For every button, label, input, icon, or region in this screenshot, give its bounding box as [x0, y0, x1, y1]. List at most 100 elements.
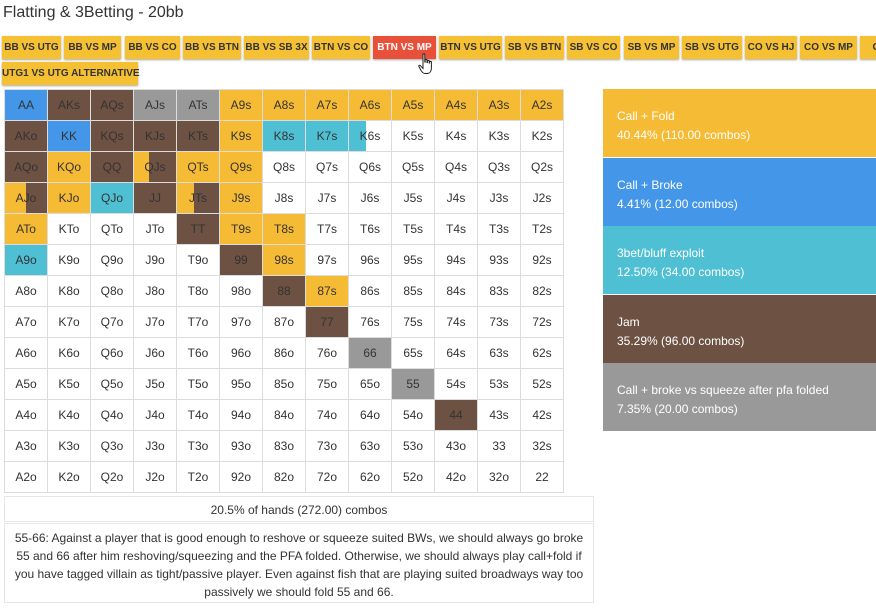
hand-cell-j9o[interactable]: J9o [133, 244, 177, 276]
hand-cell-j3o[interactable]: J3o [133, 430, 177, 462]
hand-cell-73s[interactable]: 73s [477, 306, 521, 338]
hand-cell-t9s[interactable]: T9s [219, 213, 263, 245]
hand-cell-52o[interactable]: 52o [391, 461, 435, 493]
hand-cell-aks[interactable]: AKs [47, 89, 91, 121]
hand-cell-t7s[interactable]: T7s [305, 213, 349, 245]
hand-cell-jts[interactable]: JTs [176, 182, 220, 214]
hand-cell-87o[interactable]: 87o [262, 306, 306, 338]
hand-cell-j5s[interactable]: J5s [391, 182, 435, 214]
hand-cell-62s[interactable]: 62s [520, 337, 564, 369]
hand-cell-j3s[interactable]: J3s [477, 182, 521, 214]
hand-cell-k7s[interactable]: K7s [305, 120, 349, 152]
hand-cell-a4o[interactable]: A4o [4, 399, 48, 431]
hand-cell-88[interactable]: 88 [262, 275, 306, 307]
hand-cell-qts[interactable]: QTs [176, 151, 220, 183]
tab-btn-vs-mp[interactable]: BTN VS MP [373, 36, 436, 59]
hand-cell-ako[interactable]: AKo [4, 120, 48, 152]
hand-cell-84o[interactable]: 84o [262, 399, 306, 431]
hand-cell-54s[interactable]: 54s [434, 368, 478, 400]
hand-cell-t6o[interactable]: T6o [176, 337, 220, 369]
hand-cell-92o[interactable]: 92o [219, 461, 263, 493]
hand-cell-j6o[interactable]: J6o [133, 337, 177, 369]
hand-cell-72o[interactable]: 72o [305, 461, 349, 493]
hand-cell-a9o[interactable]: A9o [4, 244, 48, 276]
hand-cell-65s[interactable]: 65s [391, 337, 435, 369]
hand-cell-q2o[interactable]: Q2o [90, 461, 134, 493]
hand-cell-k2s[interactable]: K2s [520, 120, 564, 152]
tab-bb-vs-co[interactable]: BB VS CO [125, 36, 180, 59]
hand-cell-85s[interactable]: 85s [391, 275, 435, 307]
hand-cell-t2o[interactable]: T2o [176, 461, 220, 493]
tab-sb-vs-btn[interactable]: SB VS BTN [505, 36, 564, 59]
hand-cell-55[interactable]: 55 [391, 368, 435, 400]
hand-cell-j4o[interactable]: J4o [133, 399, 177, 431]
hand-cell-aqo[interactable]: AQo [4, 151, 48, 183]
hand-cell-q6o[interactable]: Q6o [90, 337, 134, 369]
hand-cell-99[interactable]: 99 [219, 244, 263, 276]
hand-cell-k4s[interactable]: K4s [434, 120, 478, 152]
hand-cell-98s[interactable]: 98s [262, 244, 306, 276]
hand-cell-a2s[interactable]: A2s [520, 89, 564, 121]
hand-cell-q7o[interactable]: Q7o [90, 306, 134, 338]
hand-cell-kqo[interactable]: KQo [47, 151, 91, 183]
hand-cell-tt[interactable]: TT [176, 213, 220, 245]
hand-cell-72s[interactable]: 72s [520, 306, 564, 338]
hand-cell-t2s[interactable]: T2s [520, 213, 564, 245]
hand-cell-a3s[interactable]: A3s [477, 89, 521, 121]
hand-cell-j4s[interactable]: J4s [434, 182, 478, 214]
tab-sb-vs-utg[interactable]: SB VS UTG [682, 36, 742, 59]
hand-cell-t5o[interactable]: T5o [176, 368, 220, 400]
hand-cell-t7o[interactable]: T7o [176, 306, 220, 338]
hand-cell-62o[interactable]: 62o [348, 461, 392, 493]
hand-cell-74s[interactable]: 74s [434, 306, 478, 338]
hand-cell-95s[interactable]: 95s [391, 244, 435, 276]
tab-bb-vs-utg[interactable]: BB VS UTG [2, 36, 61, 59]
hand-cell-j9s[interactable]: J9s [219, 182, 263, 214]
hand-cell-k6s[interactable]: K6s [348, 120, 392, 152]
hand-cell-a3o[interactable]: A3o [4, 430, 48, 462]
hand-cell-97o[interactable]: 97o [219, 306, 263, 338]
hand-cell-94s[interactable]: 94s [434, 244, 478, 276]
hand-cell-a7o[interactable]: A7o [4, 306, 48, 338]
hand-cell-64s[interactable]: 64s [434, 337, 478, 369]
hand-cell-q4s[interactable]: Q4s [434, 151, 478, 183]
hand-cell-a8s[interactable]: A8s [262, 89, 306, 121]
hand-cell-qjs[interactable]: QJs [133, 151, 177, 183]
hand-cell-96s[interactable]: 96s [348, 244, 392, 276]
hand-cell-j7o[interactable]: J7o [133, 306, 177, 338]
hand-cell-k5s[interactable]: K5s [391, 120, 435, 152]
hand-cell-42s[interactable]: 42s [520, 399, 564, 431]
hand-cell-qto[interactable]: QTo [90, 213, 134, 245]
hand-cell-t4s[interactable]: T4s [434, 213, 478, 245]
hand-cell-82s[interactable]: 82s [520, 275, 564, 307]
hand-cell-98o[interactable]: 98o [219, 275, 263, 307]
hand-cell-t6s[interactable]: T6s [348, 213, 392, 245]
hand-cell-76s[interactable]: 76s [348, 306, 392, 338]
hand-cell-j7s[interactable]: J7s [305, 182, 349, 214]
hand-cell-a9s[interactable]: A9s [219, 89, 263, 121]
hand-cell-93o[interactable]: 93o [219, 430, 263, 462]
hand-cell-a7s[interactable]: A7s [305, 89, 349, 121]
hand-cell-53s[interactable]: 53s [477, 368, 521, 400]
hand-cell-j2o[interactable]: J2o [133, 461, 177, 493]
hand-cell-j6s[interactable]: J6s [348, 182, 392, 214]
hand-cell-q6s[interactable]: Q6s [348, 151, 392, 183]
hand-cell-63s[interactable]: 63s [477, 337, 521, 369]
hand-cell-q4o[interactable]: Q4o [90, 399, 134, 431]
tab-co-vs-mp[interactable]: CO VS MP [800, 36, 857, 59]
tab-bb-vs-btn[interactable]: BB VS BTN [183, 36, 241, 59]
hand-cell-32s[interactable]: 32s [520, 430, 564, 462]
tab-co[interactable]: CO [860, 36, 876, 59]
hand-cell-a5s[interactable]: A5s [391, 89, 435, 121]
hand-cell-22[interactable]: 22 [520, 461, 564, 493]
hand-cell-83o[interactable]: 83o [262, 430, 306, 462]
hand-cell-t9o[interactable]: T9o [176, 244, 220, 276]
hand-cell-93s[interactable]: 93s [477, 244, 521, 276]
hand-cell-77[interactable]: 77 [305, 306, 349, 338]
tab-btn-vs-co[interactable]: BTN VS CO [312, 36, 370, 59]
hand-cell-97s[interactable]: 97s [305, 244, 349, 276]
hand-cell-qjo[interactable]: QJo [90, 182, 134, 214]
hand-cell-65o[interactable]: 65o [348, 368, 392, 400]
hand-cell-kts[interactable]: KTs [176, 120, 220, 152]
hand-cell-75o[interactable]: 75o [305, 368, 349, 400]
